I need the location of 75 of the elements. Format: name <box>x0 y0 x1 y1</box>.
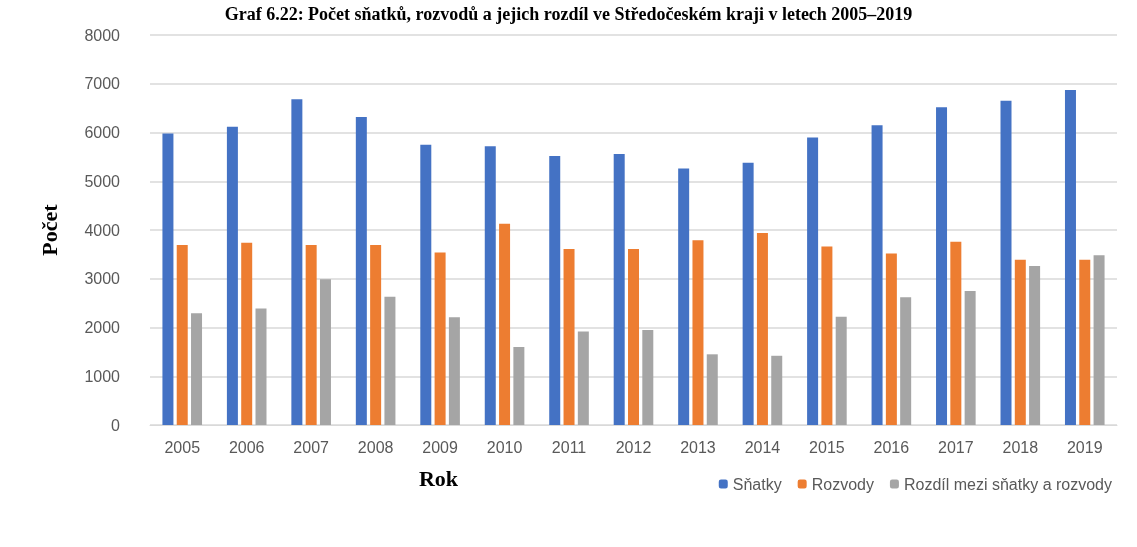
bar <box>900 297 912 425</box>
bar <box>771 355 783 425</box>
bar <box>162 133 174 425</box>
bar <box>642 329 654 425</box>
x-tick-label: 2012 <box>615 438 652 456</box>
bar <box>577 331 589 425</box>
bar <box>885 253 897 425</box>
x-tick-label: 2010 <box>486 438 523 456</box>
x-tick-label: 2019 <box>1066 438 1103 456</box>
bar <box>319 279 331 425</box>
bar <box>384 296 396 425</box>
bar <box>355 116 367 425</box>
y-tick-label: 4000 <box>84 221 121 239</box>
bar <box>1079 259 1091 425</box>
bar <box>226 126 238 425</box>
bar <box>628 249 639 425</box>
chart-title: Graf 6.22: Počet sňatků, rozvodů a jejich rozdíl ve Středočeském kraji v letech 2005–2019 <box>224 4 913 24</box>
y-tick-label: 5000 <box>84 172 121 190</box>
bar <box>513 347 525 425</box>
bar <box>484 146 496 425</box>
y-tick-label: 8000 <box>84 26 121 44</box>
bar <box>1000 100 1012 425</box>
y-axis-title: Počet <box>36 203 62 256</box>
x-axis-title: Rok <box>418 465 459 491</box>
bar <box>563 249 575 425</box>
x-tick-label: 2016 <box>873 438 910 456</box>
bar <box>692 240 704 425</box>
bar <box>191 313 203 425</box>
bar <box>936 107 948 425</box>
bar <box>756 232 768 425</box>
legend-label: Sňatky <box>732 475 782 493</box>
bar <box>1064 90 1076 425</box>
x-tick-label: 2015 <box>809 438 845 456</box>
bar <box>370 245 382 425</box>
bar <box>420 144 432 425</box>
bar <box>176 245 188 425</box>
bar <box>964 290 976 425</box>
y-tick-label: 3000 <box>84 270 121 288</box>
legend-label: Rozdíl mezi sňatky a rozvody <box>903 475 1112 493</box>
bar <box>499 223 511 425</box>
bar <box>241 242 253 425</box>
x-tick-label: 2005 <box>164 438 201 456</box>
x-tick-label: 2008 <box>357 438 394 456</box>
y-tick-label: 7000 <box>84 75 121 93</box>
bar <box>1014 259 1026 425</box>
x-tick-label: 2017 <box>938 438 974 456</box>
bar <box>706 354 718 425</box>
bar <box>742 162 754 425</box>
x-tick-label: 2009 <box>422 438 458 456</box>
x-tick-label: 2006 <box>228 438 265 456</box>
bar <box>434 252 446 425</box>
bar <box>807 137 819 425</box>
x-tick-label: 2013 <box>680 438 716 456</box>
bar <box>613 153 625 425</box>
bar <box>255 308 267 425</box>
y-tick-label: 1000 <box>84 367 121 385</box>
bar <box>549 155 561 425</box>
y-tick-label: 0 <box>111 416 121 434</box>
x-tick-label: 2014 <box>744 438 781 456</box>
bar <box>821 246 833 425</box>
x-tick-label: 2018 <box>1002 438 1039 456</box>
y-tick-label: 6000 <box>84 124 121 141</box>
bar <box>835 316 847 425</box>
bar <box>291 99 303 425</box>
bar <box>678 168 690 425</box>
bar <box>1029 266 1041 425</box>
bar <box>305 245 317 425</box>
bar <box>871 125 883 425</box>
bar <box>950 241 962 425</box>
y-tick-label: 2000 <box>84 319 121 336</box>
x-tick-label: 2007 <box>293 438 330 456</box>
bar <box>1093 255 1105 425</box>
bar <box>448 317 460 425</box>
legend-label: Rozvody <box>811 475 874 493</box>
x-tick-label: 2011 <box>551 438 587 456</box>
